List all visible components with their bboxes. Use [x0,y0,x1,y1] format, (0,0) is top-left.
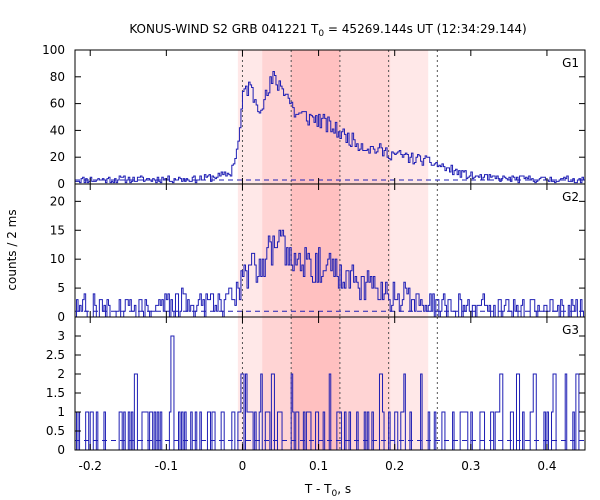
x-tick-label: 0.3 [461,459,480,473]
x-axis-label-subscript: 0 [332,489,338,499]
panel-frame [74,316,586,451]
panel-label-g1: G1 [562,56,579,70]
panel-g3: 0 0.5 1 1.5 2 2.5 3 G3 [46,316,586,457]
y-tick-label: 0.5 [46,424,65,438]
panel-label-g3: G3 [562,323,579,337]
shaded-intervals [237,50,429,450]
chart-title-subscript: 0 [318,29,324,39]
shaded-region-3 [291,50,340,450]
x-axis: -0.2 -0.1 0 0.1 0.2 0.3 0.4 [79,459,557,473]
chart-title: KONUS-WIND S2 GRB 041221 T0 = 45269.144s… [129,22,526,39]
y-tick-label: 40 [50,123,65,137]
x-axis-label-prefix: T - T [304,482,332,496]
x-tick-label: 0.1 [309,459,328,473]
y-tick-label: 0 [57,177,65,191]
y-tick-label: 60 [50,97,65,111]
x-axis-label-suffix: , s [337,482,351,496]
y-tick-label: 0 [57,443,65,457]
y-tick-label: 1 [57,405,65,419]
y-tick-label: 3 [57,329,65,343]
y-tick-label: 5 [57,281,65,295]
x-axis-label: T - T0, s [304,482,351,499]
chart-title-suffix: = 45269.144s UT (12:34:29.144) [324,22,527,36]
y-tick-label: 100 [42,43,65,57]
y-tick-label: 20 [50,150,65,164]
x-tick-label: 0.4 [537,459,556,473]
panel-label-g2: G2 [562,190,579,204]
y-tick-label: 20 [50,194,65,208]
y-tick-label: 0 [57,310,65,324]
y-tick-label: 2 [57,367,65,381]
y-axis-label: counts / 2 ms [5,209,19,290]
y-tick-label: 80 [50,70,65,84]
y-tick-label: 10 [50,252,65,266]
panel-g1: 0 20 40 60 80 100 G1 [42,43,586,191]
detector-panels: 0 20 40 60 80 100 G1 0 5 10 15 20 G2 0 0.5 1 1.5 2 2.5 3 G3 [42,43,586,457]
y-tick-label: 15 [50,223,65,237]
x-tick-label: 0.2 [385,459,404,473]
x-tick-label: -0.2 [79,459,102,473]
y-tick-label: 1.5 [46,386,65,400]
chart-title-prefix: KONUS-WIND S2 GRB 041221 T [129,22,319,36]
lightcurve-series-g1 [75,70,585,184]
y-tick-label: 2.5 [46,348,65,362]
x-tick-label: -0.1 [155,459,178,473]
x-tick-label: 0 [239,459,247,473]
